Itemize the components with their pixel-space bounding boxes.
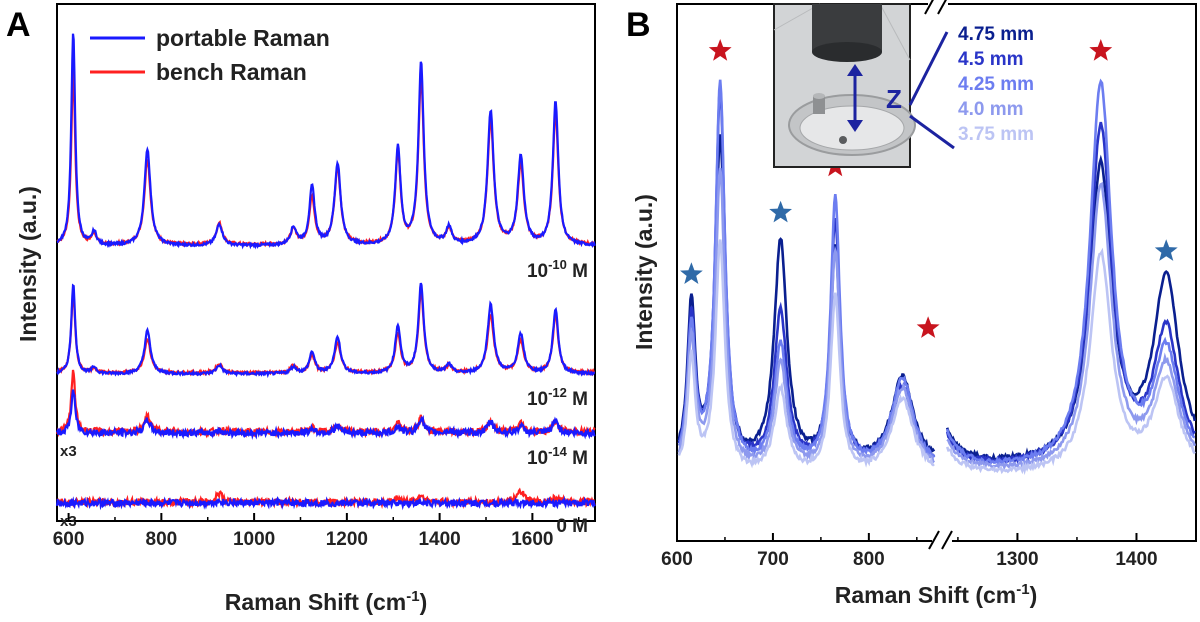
panel-b-x-axis-label: Raman Shift (cm-1) [835,581,1038,608]
peak-star-marker [1089,39,1113,61]
panel-a-x-tick-label: 800 [146,529,178,550]
panel-b-label: B [626,6,651,44]
panel-b-traces [677,78,1197,476]
panel-a: A 10-10 M 10-12 M 10-14 M x3 0 M x3 600 800 100… [6,3,596,615]
peak-star-marker [769,200,792,223]
distance-spectrum-trace [945,247,1196,476]
portable-raman-trace [56,389,596,440]
concentration-label: 0 M [556,516,588,537]
panel-b: B 600 700 800 1300 1400 [626,0,1197,608]
distance-legend: 4.75 mm 4.5 mm 4.25 mm 4.0 mm 3.75 mm [958,24,1034,145]
panel-a-label: A [6,6,31,44]
peak-star-marker [1154,239,1178,261]
concentration-label: 10-14 M [527,444,588,469]
panel-a-x-axis-label: Raman Shift (cm-1) [225,588,428,615]
panel-b-x-tick-label: 1400 [1115,549,1157,570]
z-label: Z [886,84,902,114]
distance-spectrum-trace [677,239,935,469]
distance-spectrum-trace [945,78,1196,468]
portable-raman-trace [55,495,596,511]
panel-a-x-tick-label: 600 [53,529,85,550]
panel-b-x-tick-label: 1300 [996,549,1038,570]
axis-break-top [924,0,948,15]
panel-a-x-tick-label: 1400 [418,529,460,550]
peak-star-marker [708,39,732,61]
peak-star-marker [680,262,703,284]
distance-legend-label: 3.75 mm [958,124,1034,145]
distance-spectrum-trace [946,181,1197,471]
panel-a-x-tick-label: 1600 [511,529,553,550]
distance-spectrum-trace [677,167,936,465]
scale-multiplier-label: x3 [60,443,77,460]
portable-raman-trace [56,33,596,250]
panel-b-y-axis-label: Intensity (a.u.) [631,194,657,350]
portable-raman-trace [56,282,596,379]
scale-multiplier-label: x3 [60,513,77,530]
axis-break-bottom [928,530,953,550]
legend-bench-label: bench Raman [156,59,307,85]
inset-pointer-top [908,31,949,106]
panel-a-traces: 10-10 M 10-12 M 10-14 M x3 0 M x3 [55,33,596,537]
bench-raman-trace [55,369,596,439]
panel-a-x-tick-label: 1000 [233,529,275,550]
legend-portable-label: portable Raman [156,25,330,51]
panel-b-x-tick-label: 600 [661,549,693,570]
distance-spectrum-trace [677,79,936,459]
distance-legend-label: 4.0 mm [958,99,1023,120]
panel-a-x-tick-label: 1200 [326,529,368,550]
concentration-label: 10-10 M [527,257,588,282]
panel-b-x-tick-label: 800 [853,549,885,570]
panel-a-plot-frame [56,3,596,522]
distance-legend-label: 4.75 mm [958,24,1034,45]
panel-a-x-ticks: 600 800 1000 1200 1400 1600 [53,513,580,550]
panel-b-x-tick-label: 700 [757,549,789,570]
peak-star-marker [916,316,940,338]
distance-legend-label: 4.5 mm [958,49,1023,70]
inset-setup-image: Z [773,3,916,168]
inset-pointer-bottom [909,114,955,150]
panel-a-legend: portable Raman bench Raman [90,25,330,85]
panel-b-x-ticks: 600 700 800 1300 1400 [661,533,1158,570]
concentration-label: 10-12 M [527,385,588,410]
panel-a-y-axis-label: Intensity (a.u.) [15,186,41,342]
distance-legend-label: 4.25 mm [958,74,1034,95]
